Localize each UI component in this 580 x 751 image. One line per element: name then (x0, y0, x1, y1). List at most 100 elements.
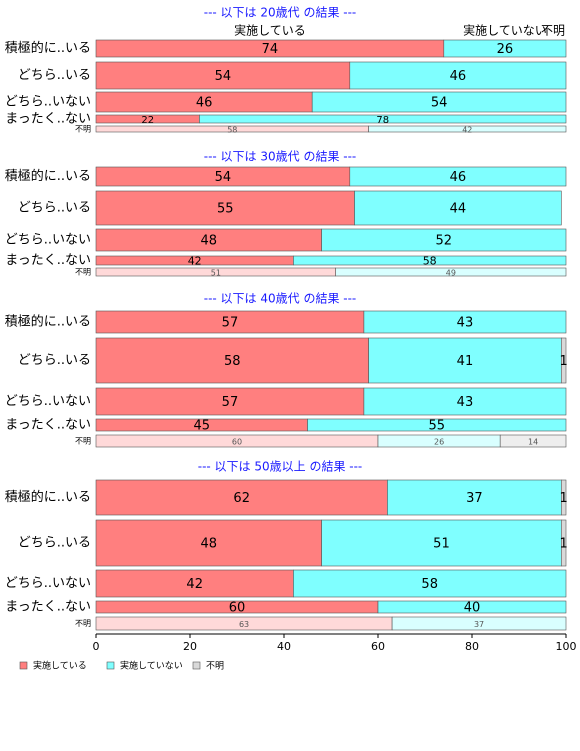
bar-segment (335, 267, 567, 277)
bar-segment (307, 418, 567, 432)
bar-segment (499, 434, 567, 448)
value-label: 55 (428, 419, 445, 434)
bar-segment (368, 125, 567, 133)
panel-title: --- 以下は 40歳代 の結果 --- (204, 292, 357, 306)
bar-segment (95, 190, 355, 226)
value-label: 42 (188, 255, 202, 268)
value-label: 44 (450, 202, 467, 217)
bar-segment (311, 91, 567, 113)
bar-segment (354, 190, 562, 226)
legend-label: 実施している (33, 660, 87, 672)
value-label: 37 (474, 620, 484, 629)
x-tick-label: 0 (93, 640, 100, 653)
x-tick-label: 60 (371, 640, 385, 653)
bar-segment (363, 310, 567, 334)
value-label: 55 (217, 202, 234, 217)
value-label: 26 (434, 438, 444, 447)
value-label: 58 (224, 354, 241, 369)
legend-label: 不明 (206, 661, 224, 672)
value-label: 51 (211, 269, 221, 278)
bar-segment (391, 616, 567, 631)
bar-segment (95, 387, 365, 416)
value-label: 45 (193, 419, 210, 434)
value-label: 60 (229, 601, 246, 616)
category-label: どちら..いない (5, 95, 91, 110)
value-label: 26 (497, 42, 514, 57)
value-label: 57 (222, 316, 239, 331)
bar-segment (199, 114, 567, 124)
value-label: 48 (201, 234, 218, 249)
value-label: 58 (227, 126, 237, 135)
category-label: どちら..いない (5, 576, 91, 591)
value-label: 58 (423, 255, 437, 268)
bar-segment (560, 337, 567, 384)
value-label: 42 (462, 126, 472, 135)
category-label: 不明 (75, 268, 91, 277)
x-tick-label: 80 (465, 640, 479, 653)
bar-segment (443, 39, 567, 58)
legend-swatch (19, 661, 28, 670)
category-label: どちら..いる (18, 536, 91, 551)
bar-segment (377, 600, 567, 614)
bar-segment (95, 479, 388, 516)
column-header: 実施していない (463, 23, 547, 38)
category-label: どちら..いる (18, 353, 91, 368)
value-label: 42 (186, 577, 203, 592)
panel-title: --- 以下は 50歳以上 の結果 --- (198, 460, 363, 474)
value-label: 78 (376, 115, 389, 126)
value-label: 1 (560, 491, 568, 506)
value-label: 46 (450, 69, 467, 84)
value-label: 57 (222, 395, 239, 410)
value-label: 54 (215, 170, 232, 185)
category-label: 積極的に..いる (5, 40, 91, 56)
value-label: 41 (457, 354, 474, 369)
value-label: 74 (262, 42, 279, 57)
value-label: 46 (196, 96, 213, 111)
bar-segment (349, 61, 567, 90)
bar-segment (95, 569, 294, 598)
value-label: 1 (560, 537, 568, 552)
category-label: まったく..ない (5, 253, 91, 268)
value-label: 54 (215, 69, 232, 84)
category-label: まったく..ない (5, 418, 91, 433)
category-label: 不明 (75, 437, 91, 446)
bar-segment (363, 387, 567, 416)
legend-label: 実施していない (120, 660, 183, 672)
category-label: 積極的に..いる (5, 314, 91, 330)
x-tick-label: 20 (183, 640, 197, 653)
bar-segment (321, 228, 567, 252)
category-label: 積極的に..いる (5, 168, 91, 184)
bar-segment (321, 519, 562, 567)
value-label: 60 (232, 438, 242, 447)
value-label: 49 (446, 269, 456, 278)
bar-segment (293, 255, 567, 266)
bar-segment (95, 519, 322, 567)
bar-segment (95, 337, 369, 384)
bar-segment (560, 519, 567, 567)
category-label: 不明 (75, 125, 91, 134)
value-label: 1 (560, 354, 568, 369)
bar-segment (95, 61, 351, 90)
category-label: 積極的に..いる (5, 489, 91, 505)
value-label: 46 (450, 170, 467, 185)
category-label: まったく..ない (5, 600, 91, 615)
value-label: 48 (201, 537, 218, 552)
legend-swatch (106, 661, 115, 670)
legend-swatch (192, 661, 201, 670)
category-label: どちら..いる (18, 201, 91, 216)
bar-segment (349, 166, 567, 187)
bar-segment (560, 479, 567, 516)
value-label: 62 (233, 491, 250, 506)
category-label: 不明 (75, 619, 91, 628)
value-label: 54 (431, 96, 448, 111)
value-label: 14 (528, 438, 538, 447)
value-label: 51 (433, 537, 450, 552)
column-header: 実施している (234, 23, 306, 38)
value-label: 43 (457, 316, 474, 331)
value-label: 40 (464, 601, 481, 616)
category-label: どちら..いない (5, 394, 91, 409)
panel-title: --- 以下は 30歳代 の結果 --- (204, 150, 357, 164)
panel-title: --- 以下は 20歳代 の結果 --- (204, 6, 357, 20)
column-header: 不明 (541, 24, 565, 38)
category-label: まったく..ない (5, 112, 91, 127)
